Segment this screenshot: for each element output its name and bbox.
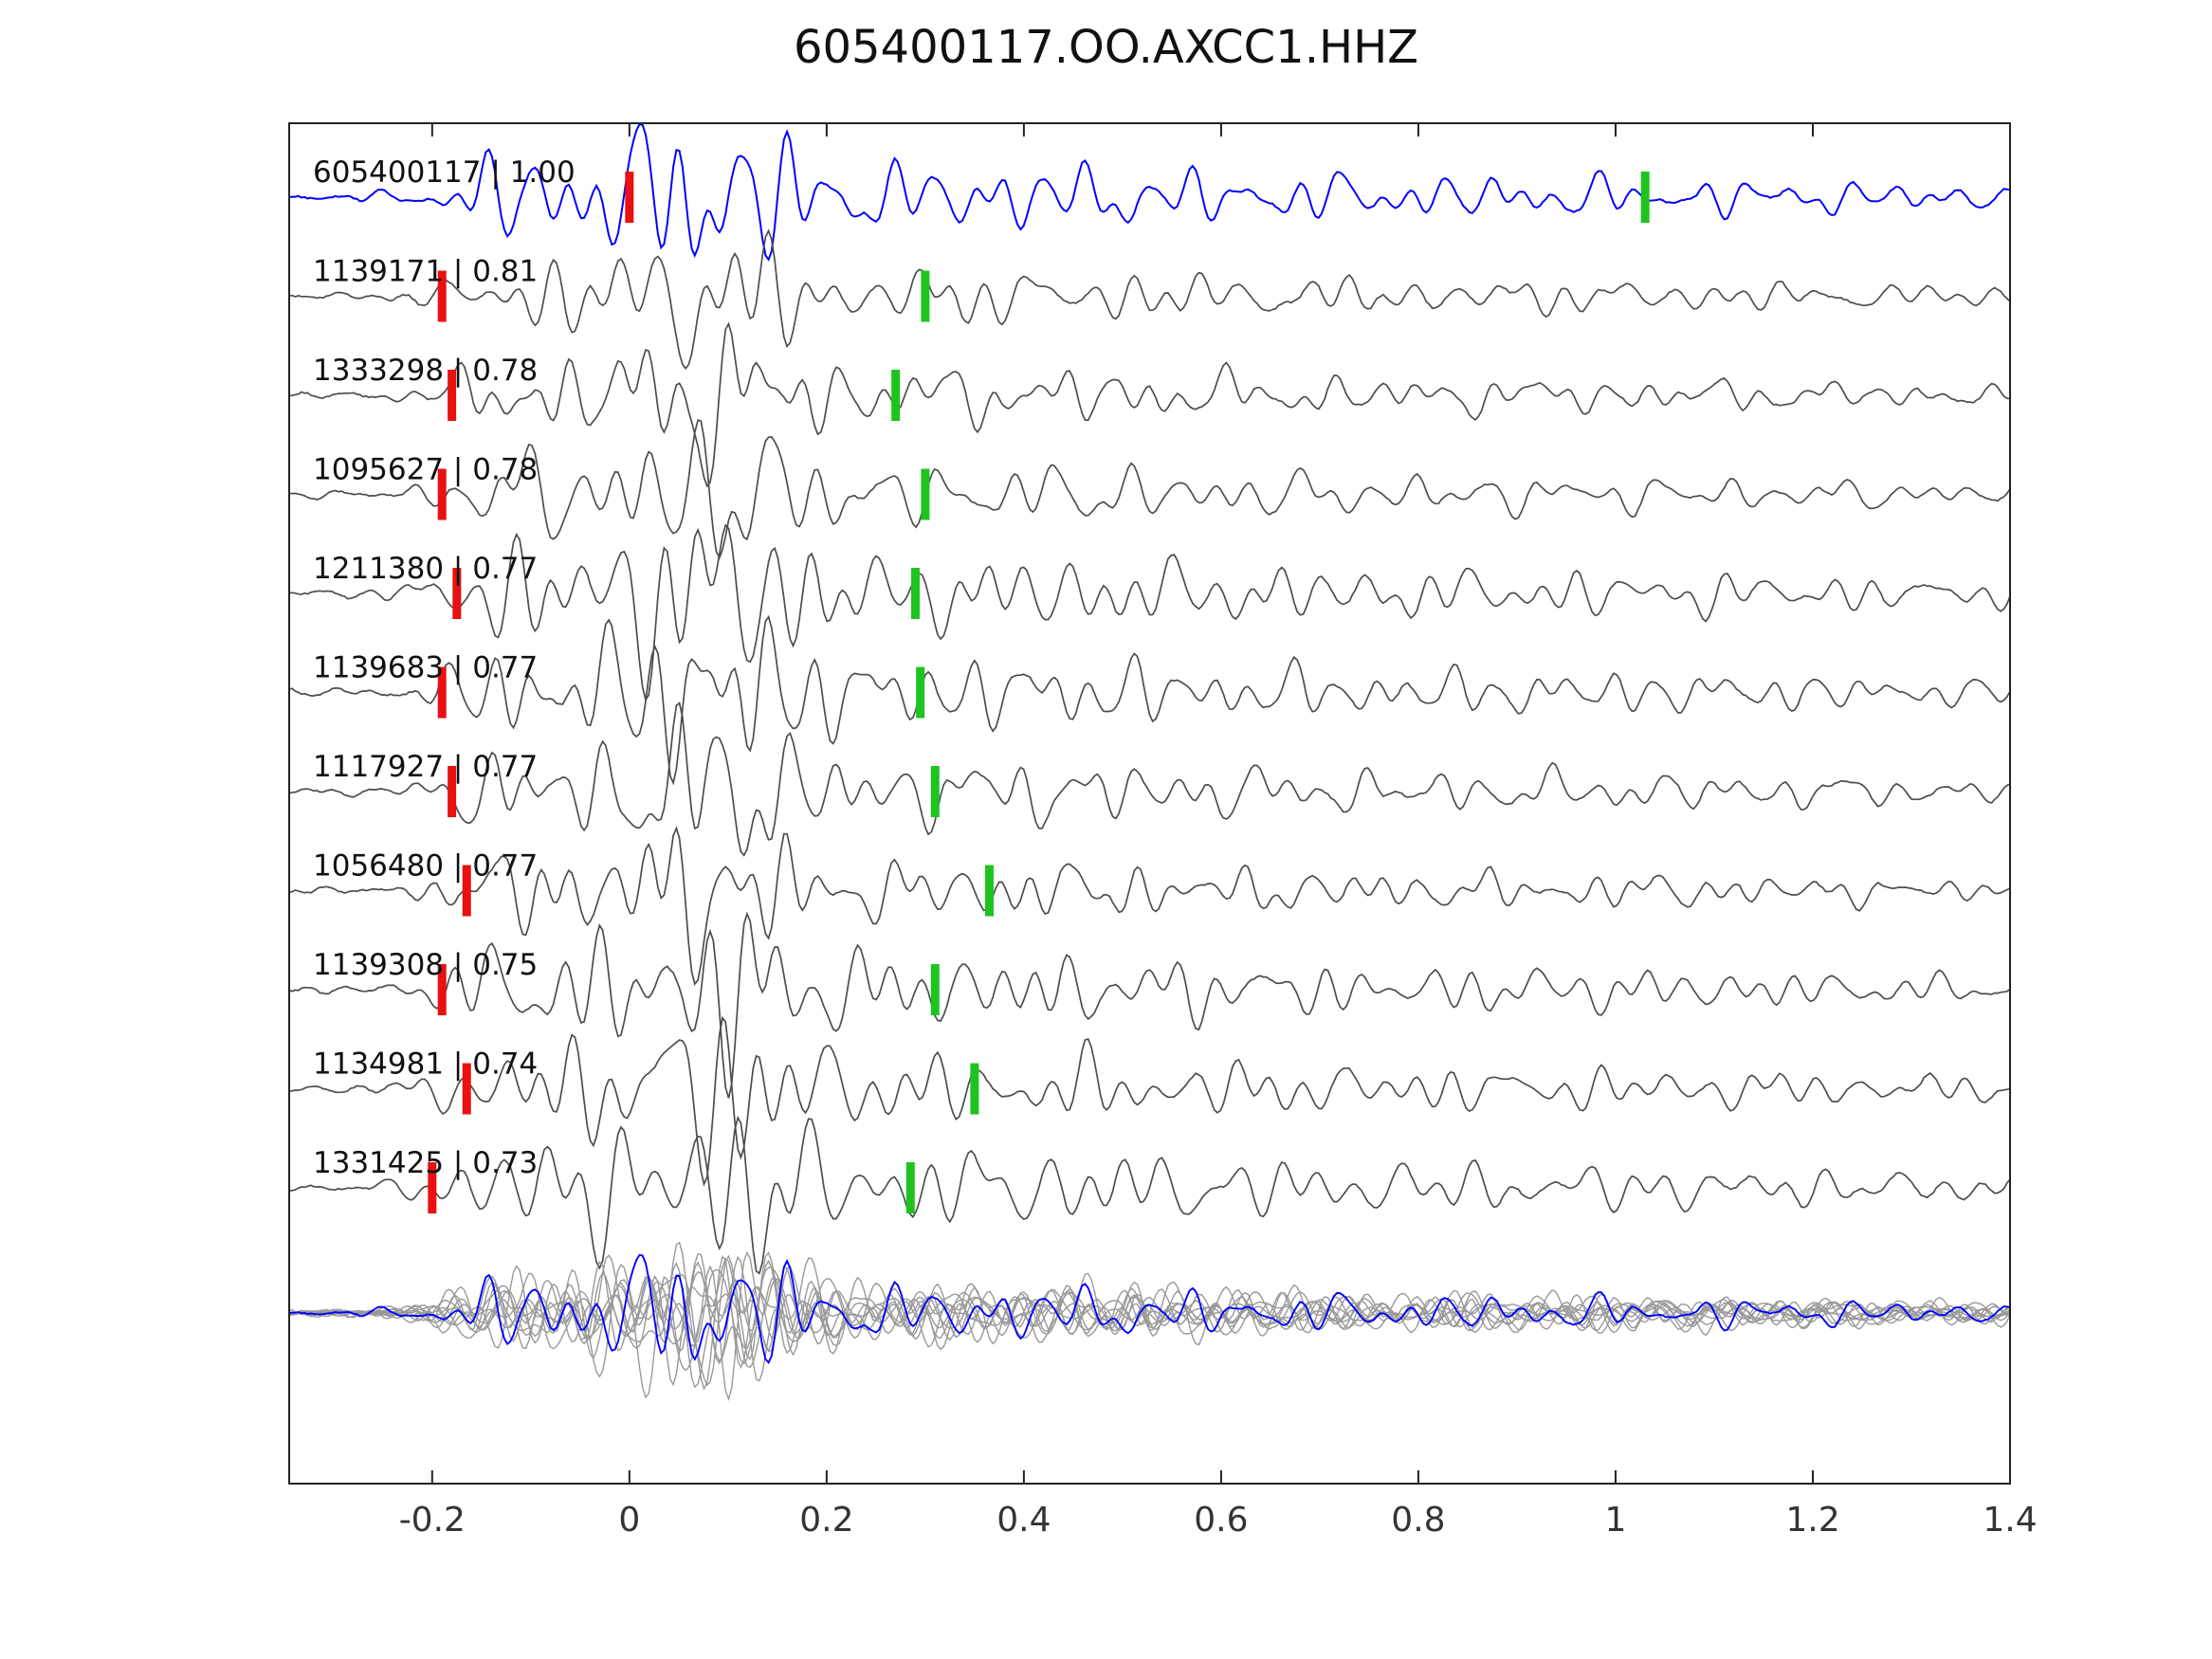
trace-label: 1211380 | 0.77: [313, 552, 538, 586]
waveform-trace: [288, 826, 2011, 986]
trace-label: 605400117 | 1.00: [313, 155, 576, 190]
x-tick-label: 0: [618, 1501, 640, 1540]
overlay-trace: [289, 1255, 2011, 1382]
pick-marker-green: [984, 865, 994, 917]
pick-marker-red: [437, 468, 447, 520]
pick-marker-green: [930, 964, 940, 1015]
pick-marker-green: [916, 666, 925, 719]
overlay-trace: [288, 1253, 2011, 1365]
plot-background: [289, 123, 2010, 1484]
pick-marker-green: [1640, 172, 1650, 223]
trace-label: 1056480 | 0.77: [313, 849, 538, 884]
template-trace: [288, 122, 2011, 262]
waveform-trace: [288, 614, 2011, 786]
pick-marker-red: [452, 568, 462, 619]
x-tick-label: 1: [1605, 1501, 1627, 1540]
overlay-template-trace: [288, 1253, 2011, 1365]
pick-marker-red: [437, 964, 447, 1015]
pick-marker-red: [437, 270, 447, 322]
trace-label: 1139171 | 0.81: [313, 255, 538, 289]
x-tick-label: 0.4: [996, 1501, 1051, 1540]
waveform-trace: [288, 321, 2011, 488]
x-tick-label: 0.6: [1194, 1501, 1248, 1540]
waveform-trace: [288, 702, 2011, 857]
plot-border: [288, 122, 2011, 1485]
pick-marker-green: [921, 468, 930, 520]
x-tick-label: -0.2: [399, 1501, 466, 1540]
x-tick-label: 1.4: [1983, 1501, 2037, 1540]
pick-marker-red: [448, 766, 457, 817]
pick-marker-green: [921, 270, 930, 322]
waveform-trace: [288, 1015, 2011, 1187]
trace-label: 1095627 | 0.78: [313, 453, 538, 487]
pick-marker-red: [448, 370, 457, 421]
pick-marker-red: [462, 1063, 471, 1115]
waveform-trace: [288, 419, 2011, 560]
pick-marker-red: [428, 1162, 437, 1213]
pick-marker-red: [462, 865, 471, 917]
x-tick-label: 0.8: [1391, 1501, 1445, 1540]
pick-marker-green: [910, 568, 920, 619]
x-tick-label: 0.2: [799, 1501, 853, 1540]
pick-marker-green: [930, 766, 940, 817]
trace-label: 1134981 | 0.74: [313, 1048, 538, 1082]
pick-marker-red: [437, 666, 447, 719]
waveform-trace: [288, 1115, 2011, 1275]
trace-label: 1139308 | 0.75: [313, 948, 538, 982]
trace-label: 1331425 | 0.73: [313, 1146, 538, 1180]
pick-marker-green: [970, 1063, 979, 1115]
chart-title: 605400117.OO.AXCC1.HHZ: [793, 21, 1419, 74]
waveform-trace: [288, 523, 2011, 702]
waveform-trace: [288, 911, 2011, 1099]
pick-marker-red: [625, 172, 634, 223]
waveform-trace: [288, 228, 2011, 371]
overlay-trace: [288, 1250, 2011, 1402]
pick-marker-green: [891, 370, 901, 421]
overlay-trace: [288, 1259, 2011, 1372]
trace-label: 1139683 | 0.77: [313, 651, 538, 685]
trace-label: 1333298 | 0.78: [313, 354, 538, 388]
pick-marker-green: [905, 1162, 915, 1213]
overlay-trace: [288, 1262, 2011, 1389]
trace-label: 1117927 | 0.77: [313, 750, 538, 784]
x-tick-label: 1.2: [1785, 1501, 1839, 1540]
